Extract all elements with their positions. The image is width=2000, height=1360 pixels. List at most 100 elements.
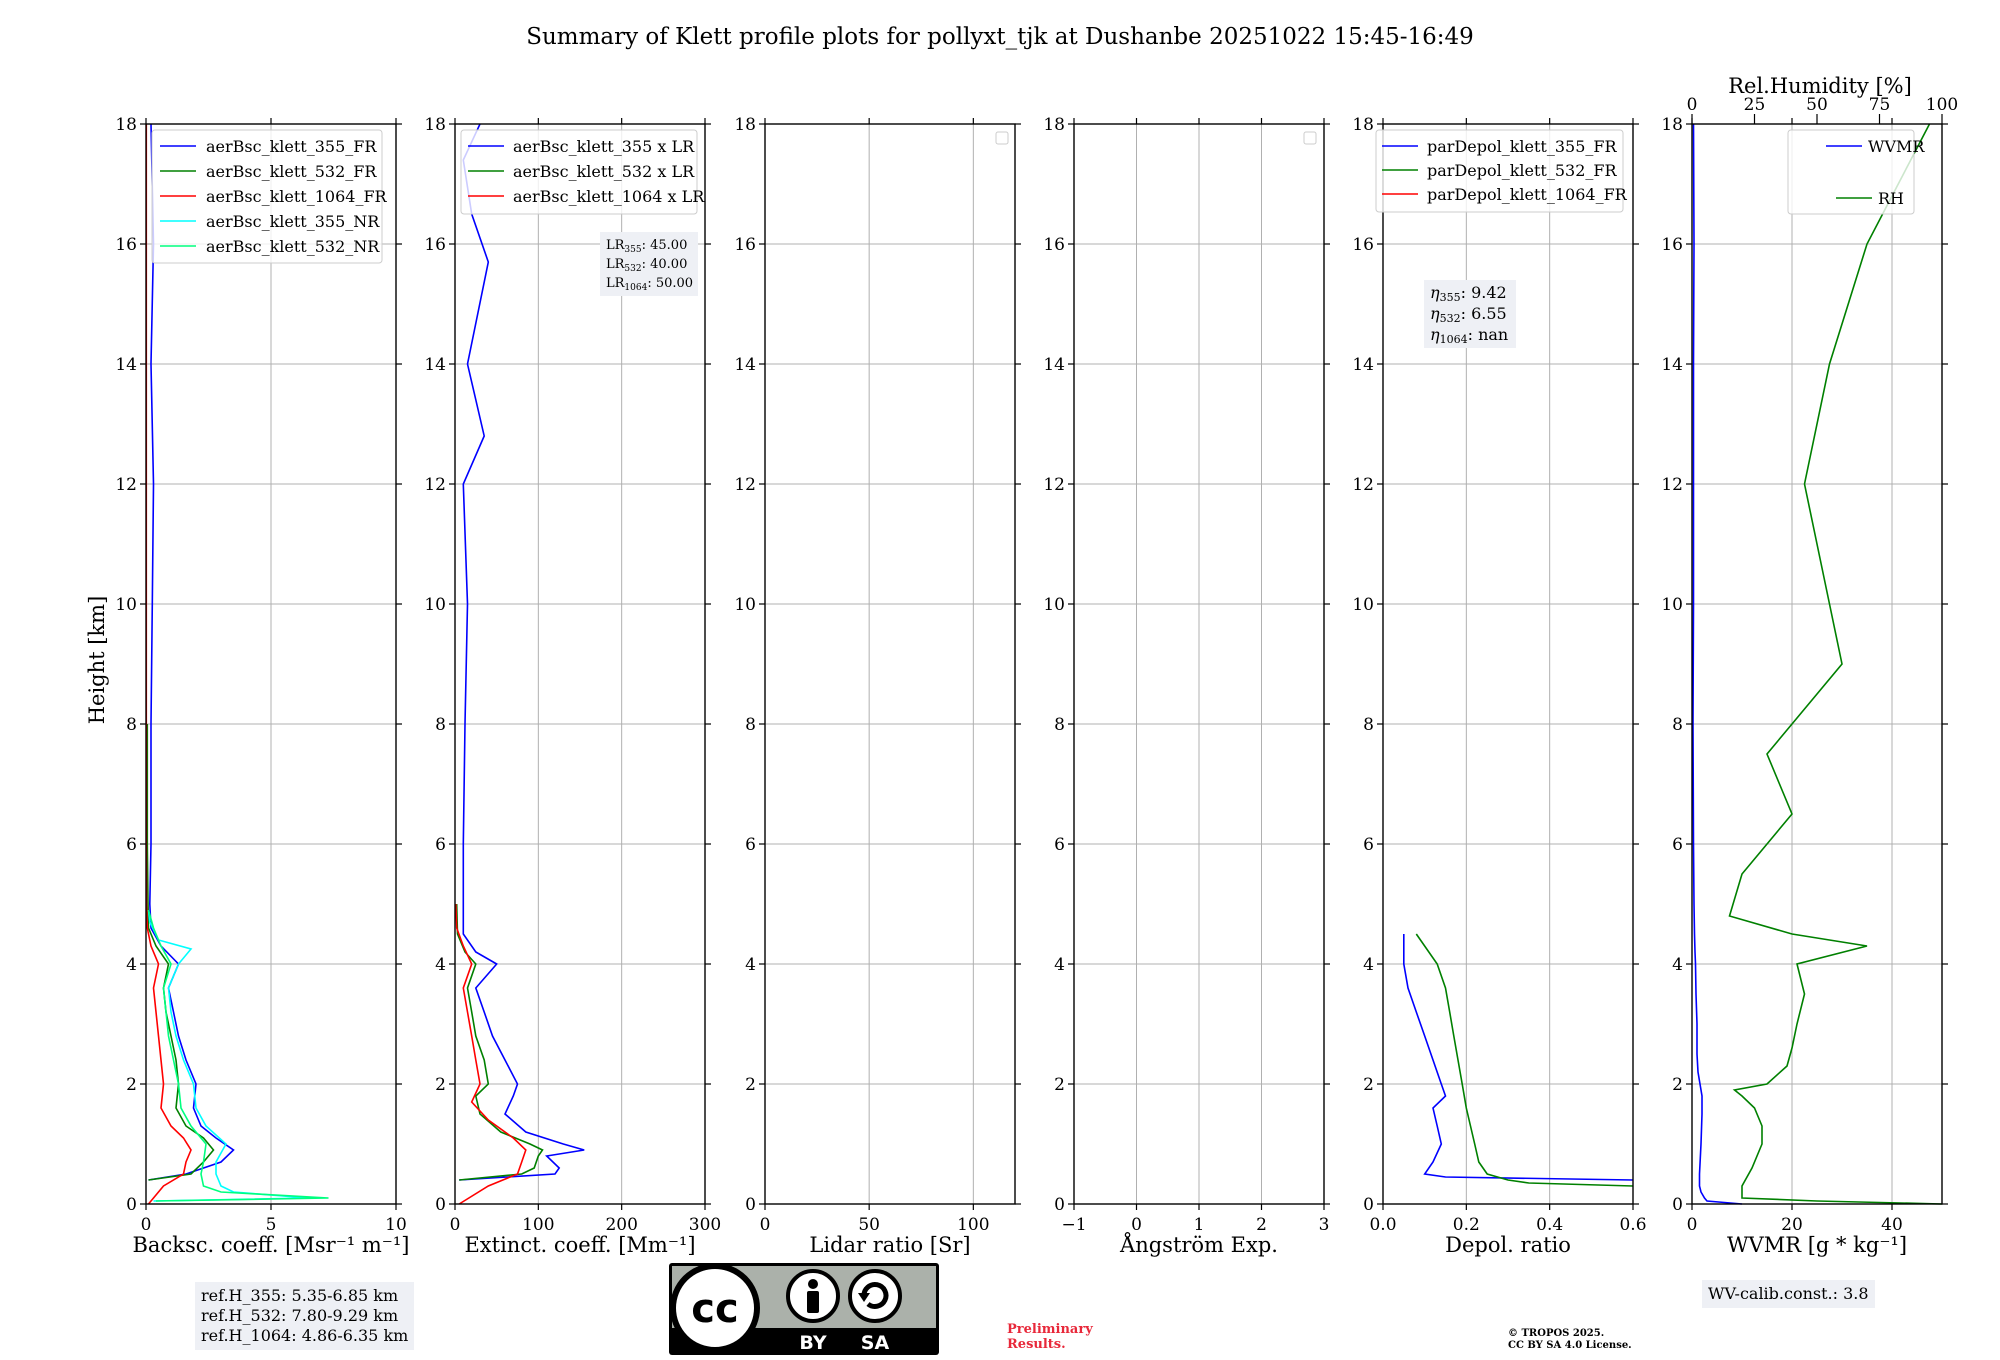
y-tick-label: 8 — [1363, 715, 1374, 735]
lr-355: LR355: 45.00 — [606, 238, 687, 255]
y-tick-label: 14 — [115, 355, 137, 375]
rh-tick-label: 25 — [1744, 95, 1766, 115]
x-tick-label: 0 — [760, 1215, 771, 1235]
y-tick-label: 18 — [1043, 115, 1065, 135]
legend-label: parDepol_klett_532_FR — [1427, 161, 1618, 180]
badge-by-text: BY — [799, 1332, 826, 1354]
wv-calib-box: WV-calib.const.: 3.8 — [1702, 1280, 1875, 1308]
y-tick-label: 18 — [734, 115, 756, 135]
y-tick-label: 18 — [1661, 115, 1683, 135]
y-tick-label: 8 — [126, 715, 137, 735]
y-tick-label: 14 — [1661, 355, 1683, 375]
rh-tick-label: 0 — [1687, 95, 1698, 115]
lr-532: LR532: 40.00 — [606, 257, 687, 274]
y-tick-label: 12 — [734, 475, 756, 495]
x-tick-label: 100 — [957, 1215, 989, 1235]
x-axis-label: Extinct. coeff. [Mm⁻¹] — [464, 1233, 695, 1257]
rh-axis-label: Rel.Humidity [%] — [1728, 74, 1912, 98]
figure-title: Summary of Klett profile plots for polly… — [526, 24, 1474, 50]
series-RH — [1728, 123, 1943, 1205]
x-tick-label: 100 — [522, 1215, 554, 1235]
eta-532: η532: 6.55 — [1430, 304, 1507, 325]
x-tick-label: 2 — [1256, 1215, 1267, 1235]
x-tick-label: 10 — [385, 1215, 407, 1235]
y-tick-label: 12 — [424, 475, 446, 495]
x-axis-label: Backsc. coeff. [Msr⁻¹ m⁻¹] — [133, 1233, 410, 1257]
lidar-ratio-box-bg — [600, 232, 698, 296]
x-tick-label: 0.6 — [1619, 1215, 1646, 1235]
x-tick-label: 0 — [1687, 1215, 1698, 1235]
series-parDepol_klett_355_FR — [1403, 934, 1634, 1181]
y-tick-label: 14 — [1352, 355, 1374, 375]
y-tick-label: 0 — [126, 1195, 137, 1215]
sa-cycle-arrow — [861, 1282, 889, 1309]
y-tick-label: 0 — [1054, 1195, 1065, 1215]
x-tick-label: 0.0 — [1369, 1215, 1396, 1235]
y-tick-label: 16 — [1043, 235, 1065, 255]
legend-label: aerBsc_klett_532_NR — [206, 237, 380, 256]
x-tick-label: 0 — [1131, 1215, 1142, 1235]
x-axis-label: Lidar ratio [Sr] — [809, 1233, 970, 1257]
eta-355: η355: 9.42 — [1430, 283, 1507, 304]
x-tick-label: 20 — [1781, 1215, 1803, 1235]
legend-label: RH — [1878, 189, 1904, 208]
y-tick-label: 12 — [1352, 475, 1374, 495]
cc-license-badge: cc BY SA — [669, 1263, 939, 1355]
legend-frame — [1787, 129, 1915, 215]
y-tick-label: 10 — [1661, 595, 1683, 615]
legend-label: parDepol_klett_355_FR — [1427, 137, 1618, 156]
preliminary-line: Results. — [1007, 1337, 1066, 1352]
x-tick-label: 0 — [141, 1215, 152, 1235]
y-tick-label: 8 — [1054, 715, 1065, 735]
y-tick-label: 6 — [435, 835, 446, 855]
x-axis-label: Ångström Exp. — [1119, 1232, 1278, 1257]
y-axis-label: Height [km] — [85, 596, 109, 725]
y-tick-label: 12 — [115, 475, 137, 495]
legend-frame — [460, 129, 698, 215]
x-tick-label: 200 — [605, 1215, 637, 1235]
legend-label: parDepol_klett_1064_FR — [1427, 185, 1628, 204]
x-tick-label: 0 — [450, 1215, 461, 1235]
plot-frame — [1382, 123, 1634, 1205]
by-person-head — [808, 1279, 818, 1289]
y-tick-label: 4 — [745, 955, 756, 975]
legend-label: aerBsc_klett_355 x LR — [513, 137, 695, 156]
eta-1064: η1064: nan — [1430, 325, 1508, 346]
legend-label: aerBsc_klett_1064 x LR — [513, 187, 705, 206]
y-tick-label: 16 — [1661, 235, 1683, 255]
eta-box: η355: 9.42 η532: 6.55 η1064: nan — [1424, 280, 1516, 348]
cc-icon — [670, 1263, 760, 1353]
copyright-line: CC BY SA 4.0 License. — [1508, 1340, 1632, 1351]
by-person-body — [807, 1291, 819, 1313]
series-aerBsc_klett_355_NR — [147, 909, 309, 1202]
y-tick-label: 16 — [734, 235, 756, 255]
y-tick-label: 16 — [1352, 235, 1374, 255]
legend-label: aerBsc_klett_532_FR — [206, 162, 377, 181]
y-tick-label: 0 — [1672, 1195, 1683, 1215]
x-tick-label: 40 — [1881, 1215, 1903, 1235]
y-tick-label: 2 — [435, 1075, 446, 1095]
series-aerBsc_klett_532 x LR — [455, 903, 544, 1181]
y-tick-label: 10 — [734, 595, 756, 615]
y-tick-label: 14 — [734, 355, 756, 375]
lidar-ratio-box: LR355: 45.00 LR532: 40.00 LR1064: 50.00 — [600, 232, 698, 296]
legend-label: aerBsc_klett_1064_FR — [206, 187, 388, 206]
reference-heights-box: ref.H_355: 5.35-6.85 km ref.H_532: 7.80-… — [195, 1282, 415, 1350]
y-tick-label: 2 — [1363, 1075, 1374, 1095]
y-tick-label: 12 — [1661, 475, 1683, 495]
sa-cycle-icon — [848, 1269, 902, 1323]
y-tick-label: 8 — [1672, 715, 1683, 735]
plot-frame — [1691, 123, 1943, 1205]
legend-label: aerBsc_klett_355_NR — [206, 212, 380, 231]
legend-wv: WVMR RH — [1787, 129, 1925, 215]
badge-sa-text: SA — [861, 1332, 890, 1354]
ref-height-1064: ref.H_1064: 4.86-6.35 km — [201, 1326, 409, 1345]
ref-height-532: ref.H_532: 7.80-9.29 km — [201, 1306, 399, 1325]
x-axis-label: WVMR [g * kg⁻¹] — [1727, 1233, 1907, 1257]
